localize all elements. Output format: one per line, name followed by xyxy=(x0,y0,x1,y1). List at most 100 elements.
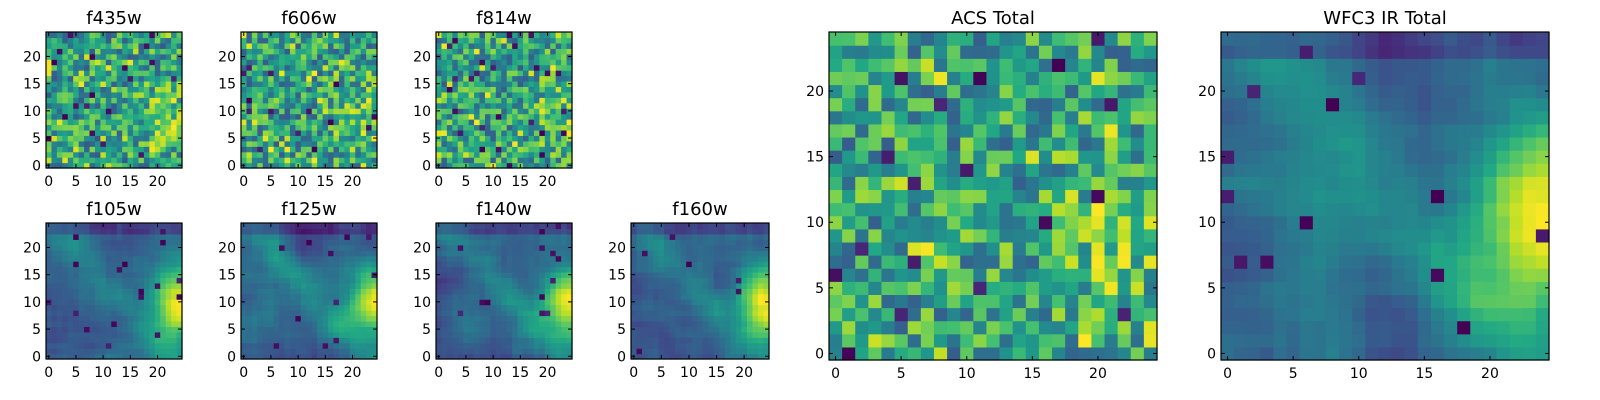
heatmap-cell xyxy=(752,233,759,240)
heatmap-cell xyxy=(539,244,546,251)
heatmap-cell xyxy=(111,244,118,251)
heatmap-cell xyxy=(642,353,649,360)
heatmap-cell xyxy=(484,233,491,240)
heatmap-cell xyxy=(322,113,329,120)
y-tick-label: 20 xyxy=(23,49,41,65)
heatmap-cell xyxy=(300,315,307,322)
heatmap-cell xyxy=(311,337,318,344)
heatmap-cell xyxy=(133,32,140,39)
heatmap-cell xyxy=(100,244,107,251)
heatmap-cell xyxy=(680,239,687,246)
heatmap-cell xyxy=(566,157,573,164)
heatmap-cell xyxy=(517,320,524,327)
heatmap-cell xyxy=(561,282,568,289)
heatmap-cell xyxy=(111,97,118,104)
heatmap-cell xyxy=(122,119,129,126)
heatmap-cell xyxy=(495,70,502,77)
heatmap-cell xyxy=(349,42,356,49)
heatmap-cell xyxy=(51,282,58,289)
heatmap-cell xyxy=(479,299,486,306)
heatmap-cell xyxy=(241,140,248,147)
heatmap-cell xyxy=(241,64,248,71)
heatmap-cell xyxy=(441,151,448,158)
heatmap-cell xyxy=(360,129,367,136)
heatmap-cell xyxy=(317,299,324,306)
x-tick-label: 20 xyxy=(344,365,362,381)
heatmap-cell xyxy=(100,233,107,240)
heatmap-cell xyxy=(143,162,150,169)
heatmap-cell xyxy=(566,310,573,317)
heatmap-cell xyxy=(241,310,248,317)
heatmap-cell xyxy=(474,299,481,306)
heatmap-cell xyxy=(669,244,676,251)
heatmap-cell xyxy=(544,348,551,355)
heatmap-cell xyxy=(268,266,275,273)
heatmap-cell xyxy=(490,124,497,131)
heatmap-cell xyxy=(566,320,573,327)
heatmap-cell xyxy=(441,348,448,355)
heatmap-cell xyxy=(686,337,693,344)
heatmap-cell xyxy=(947,163,961,177)
heatmap-cell xyxy=(829,241,843,256)
heatmap-cell xyxy=(631,315,638,322)
heatmap-cell xyxy=(468,129,475,136)
heatmap-cell xyxy=(479,326,486,333)
y-tick-label: 15 xyxy=(218,268,236,284)
heatmap-cell xyxy=(51,266,58,273)
heatmap-cell xyxy=(555,271,562,278)
heatmap-cell xyxy=(680,266,687,273)
heatmap-cell xyxy=(550,64,557,71)
heatmap-cell xyxy=(441,239,448,246)
x-tick-label: 20 xyxy=(735,365,753,381)
heatmap-cell xyxy=(349,277,356,284)
heatmap-cell xyxy=(495,37,502,44)
heatmap-cell xyxy=(669,228,676,235)
heatmap-cell xyxy=(1038,307,1053,322)
heatmap-cell xyxy=(165,70,172,77)
axes-frame xyxy=(435,222,573,360)
heatmap-cell xyxy=(241,129,248,136)
heatmap-cell xyxy=(452,151,459,158)
heatmap-cell xyxy=(528,42,535,49)
heatmap-cell xyxy=(133,250,140,257)
heatmap-cell xyxy=(724,320,731,327)
heatmap-cell xyxy=(338,102,345,109)
heatmap-cell xyxy=(746,239,754,246)
heatmap-cell xyxy=(506,86,513,93)
heatmap-cell xyxy=(328,271,335,278)
heatmap-cell xyxy=(691,304,698,311)
heatmap-cell xyxy=(46,157,53,164)
heatmap-cell xyxy=(268,97,275,104)
heatmap-cell xyxy=(122,37,129,44)
heatmap-cell xyxy=(947,281,961,295)
heatmap-cell xyxy=(338,288,345,295)
heatmap-cell xyxy=(62,91,69,98)
heatmap-cell xyxy=(642,255,649,262)
heatmap-cell xyxy=(94,151,101,158)
heatmap-cell xyxy=(479,353,486,360)
heatmap-cell xyxy=(143,97,150,104)
heatmap-cell xyxy=(56,80,63,87)
subplot-title: f105w xyxy=(86,199,141,220)
heatmap-cell xyxy=(149,250,156,257)
heatmap-cell xyxy=(171,32,178,39)
heatmap-cell xyxy=(506,348,513,355)
heatmap-cell xyxy=(84,277,91,284)
heatmap-cell xyxy=(355,135,362,142)
heatmap-cell xyxy=(284,32,291,39)
heatmap-cell xyxy=(105,320,112,327)
heatmap-cell xyxy=(143,70,150,77)
heatmap-cell xyxy=(735,255,742,262)
heatmap-cell xyxy=(490,113,497,120)
heatmap-cell xyxy=(133,304,140,311)
heatmap-cell xyxy=(474,250,481,257)
heatmap-cell xyxy=(517,326,524,333)
heatmap-cell xyxy=(533,342,540,349)
heatmap-cell xyxy=(366,80,373,87)
heatmap-cell xyxy=(730,277,737,284)
heatmap-cell xyxy=(105,119,112,126)
heatmap-cell xyxy=(51,233,58,240)
heatmap-cell xyxy=(868,241,883,256)
heatmap-cell xyxy=(338,233,345,240)
heatmap-cell xyxy=(67,64,74,71)
